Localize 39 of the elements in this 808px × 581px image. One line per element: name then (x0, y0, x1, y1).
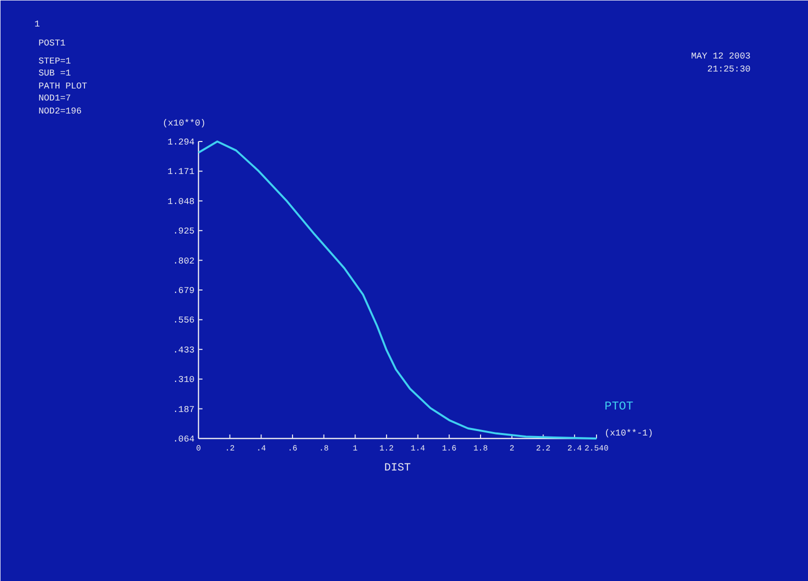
y-tick-label: 1.294 (167, 138, 195, 148)
x-tick-label: 2.540 (584, 444, 609, 454)
x-tick-label: 0 (196, 444, 202, 454)
text: 1 (34, 20, 40, 30)
x-tick-label: .4 (256, 444, 266, 454)
text: 21:25:30 (707, 64, 751, 74)
text: PTOT (604, 400, 634, 414)
y-tick-label: .064 (172, 434, 195, 444)
line-series (198, 140, 598, 440)
x-tick-label: 2.2 (536, 444, 551, 454)
y-tick-label: .679 (172, 286, 195, 296)
y-tick-label: .925 (172, 226, 195, 237)
y-tick-label: .556 (172, 316, 195, 326)
x-tick-label: 1.2 (379, 444, 394, 454)
text: POST1 (38, 38, 66, 48)
text: (x10**0) (162, 118, 206, 128)
x-axis-title: DIST (384, 462, 412, 474)
text: SUB =1 (38, 68, 71, 78)
x-tick-label: 2.4 (567, 444, 582, 454)
x-tick-label: 2 (509, 444, 514, 454)
text: NOD1=7 (38, 94, 71, 104)
y-tick-label: .433 (172, 345, 195, 356)
x-tick-label: .2 (225, 444, 235, 454)
text: (x10**-1) (604, 428, 654, 438)
x-tick-label: 1.4 (410, 444, 426, 454)
text: NOD2=196 (38, 106, 82, 116)
text: PATH PLOT (38, 82, 88, 92)
y-tick-label: .802 (172, 256, 195, 266)
x-tick-label: .6 (288, 444, 298, 454)
x-tick-label: .8 (319, 444, 329, 454)
x-tick-label: 1 (352, 444, 358, 454)
y-tick-label: 1.048 (167, 196, 195, 207)
y-tick-label: 1.171 (167, 167, 195, 178)
text: MAY 12 2003 (691, 52, 751, 62)
y-tick-label: .310 (172, 375, 195, 386)
text: STEP=1 (38, 56, 71, 66)
y-tick-label: .187 (172, 404, 195, 415)
x-tick-label: 1.8 (473, 444, 488, 454)
x-tick-label: 1.6 (442, 444, 457, 454)
